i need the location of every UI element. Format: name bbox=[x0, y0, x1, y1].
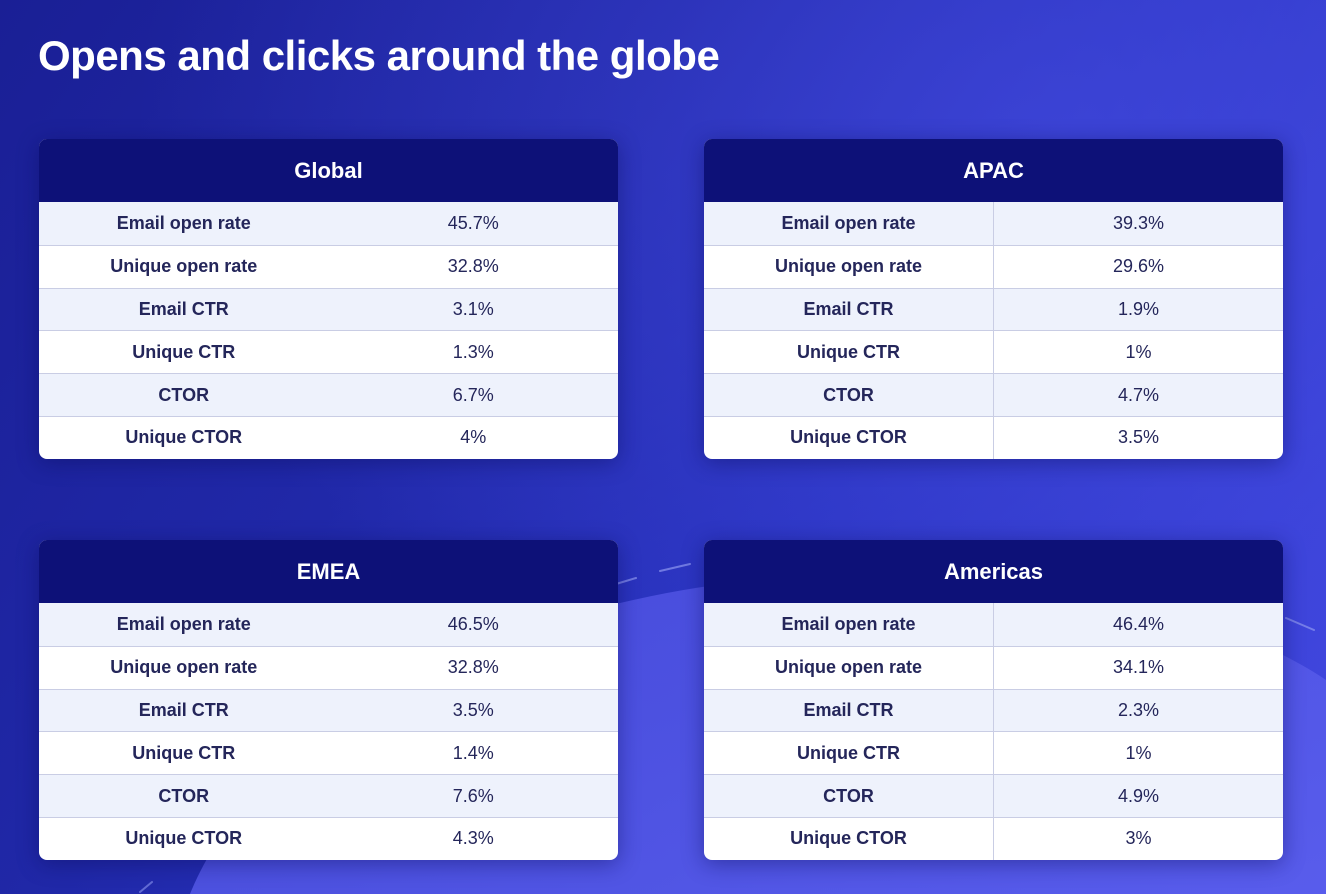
metric-value: 4% bbox=[460, 427, 487, 448]
metric-label: Unique open rate bbox=[704, 245, 994, 288]
table-row: Email open rate 45.7% bbox=[39, 202, 618, 245]
metric-value: 3% bbox=[1125, 828, 1152, 849]
metric-label: Email open rate bbox=[704, 603, 994, 646]
metric-value: 6.7% bbox=[452, 384, 494, 405]
metric-label: Unique CTOR bbox=[704, 416, 994, 459]
metric-label: Email open rate bbox=[704, 202, 994, 245]
metric-value: 32.8% bbox=[447, 657, 499, 678]
table-global: Global Email open rate 45.7% Unique open ra… bbox=[39, 139, 618, 459]
metric-value: 34.1% bbox=[1112, 657, 1165, 678]
table-row: Unique open rate 34.1% bbox=[704, 645, 1283, 689]
metric-value: 1% bbox=[1125, 341, 1152, 362]
metric-label: CTOR bbox=[704, 374, 994, 416]
metric-value: 46.5% bbox=[447, 613, 499, 634]
table-row: Unique CTR 1% bbox=[704, 731, 1283, 775]
metric-value: 39.3% bbox=[1112, 212, 1165, 233]
metric-label: CTOR bbox=[158, 785, 210, 806]
table-row: CTOR 4.7% bbox=[704, 373, 1283, 416]
metric-label: Unique open rate bbox=[110, 256, 258, 277]
table-row: Unique CTR 1.3% bbox=[39, 330, 618, 373]
table-row: Email CTR 3.1% bbox=[39, 287, 618, 331]
table-row: Unique CTOR 3% bbox=[704, 816, 1283, 860]
table-row: Unique CTR 1.4% bbox=[39, 731, 618, 774]
table-row: Unique CTOR 4.3% bbox=[39, 816, 618, 860]
metric-label: CTOR bbox=[704, 775, 994, 817]
table-row: Unique open rate 32.8% bbox=[39, 645, 618, 689]
metric-value: 1.3% bbox=[452, 341, 494, 362]
metric-label: Email CTR bbox=[138, 298, 229, 319]
table-americas: Americas Email open rate 46.4% Unique open … bbox=[704, 540, 1283, 860]
metric-value: 7.6% bbox=[452, 785, 494, 806]
table-row: CTOR 6.7% bbox=[39, 373, 618, 416]
metric-value: 3.1% bbox=[452, 298, 494, 319]
metric-value: 29.6% bbox=[1112, 256, 1165, 277]
table-title: Global bbox=[39, 139, 618, 202]
table-row: Unique CTOR 4% bbox=[39, 415, 618, 459]
metric-label: Unique CTOR bbox=[125, 828, 243, 849]
table-row: Email open rate 46.4% bbox=[704, 603, 1283, 646]
metric-label: Unique CTR bbox=[704, 732, 994, 775]
metric-label: Email CTR bbox=[138, 699, 229, 720]
metric-value: 32.8% bbox=[447, 256, 499, 277]
metric-value: 2.3% bbox=[1117, 699, 1160, 720]
metric-label: Unique CTOR bbox=[125, 427, 243, 448]
table-body: Email open rate 45.7% Unique open rate 32.8… bbox=[39, 202, 618, 459]
metric-label: Email open rate bbox=[116, 212, 251, 233]
table-title: Americas bbox=[704, 540, 1283, 603]
table-row: CTOR 4.9% bbox=[704, 774, 1283, 817]
metric-label: Email open rate bbox=[116, 613, 251, 634]
table-title: APAC bbox=[704, 139, 1283, 202]
table-row: Email CTR 3.5% bbox=[39, 688, 618, 732]
table-body: Email open rate 46.5% Unique open rate 32.8… bbox=[39, 603, 618, 860]
table-row: Email CTR 1.9% bbox=[704, 287, 1283, 331]
metric-value: 4.3% bbox=[452, 828, 494, 849]
table-body: Email open rate 46.4% Unique open rate 34.1… bbox=[704, 603, 1283, 860]
metric-label: CTOR bbox=[158, 384, 210, 405]
metric-value: 1% bbox=[1125, 742, 1152, 763]
metric-label: Unique open rate bbox=[110, 657, 258, 678]
metric-label: Email CTR bbox=[704, 689, 994, 732]
table-apac: APAC Email open rate 39.3% Unique open rate… bbox=[704, 139, 1283, 459]
metric-label: Unique CTR bbox=[132, 341, 236, 362]
metric-value: 4.9% bbox=[1117, 785, 1160, 806]
metric-label: Email CTR bbox=[704, 288, 994, 331]
table-row: Email open rate 46.5% bbox=[39, 603, 618, 646]
metric-value: 1.4% bbox=[452, 742, 494, 763]
metric-value: 46.4% bbox=[1112, 613, 1165, 634]
metric-label: Unique CTR bbox=[704, 331, 994, 374]
table-row: Email open rate 39.3% bbox=[704, 202, 1283, 245]
table-row: Email CTR 2.3% bbox=[704, 688, 1283, 732]
metric-label: Unique CTOR bbox=[704, 817, 994, 860]
metric-value: 45.7% bbox=[447, 212, 499, 233]
table-title: EMEA bbox=[39, 540, 618, 603]
table-row: Unique CTR 1% bbox=[704, 330, 1283, 374]
table-row: CTOR 7.6% bbox=[39, 774, 618, 817]
metric-value: 3.5% bbox=[452, 699, 494, 720]
table-body: Email open rate 39.3% Unique open rate 29.6… bbox=[704, 202, 1283, 459]
metric-label: Unique open rate bbox=[704, 646, 994, 689]
table-row: Unique open rate 32.8% bbox=[39, 244, 618, 288]
metric-value: 4.7% bbox=[1117, 384, 1160, 405]
metric-label: Unique CTR bbox=[132, 742, 236, 763]
metric-value: 1.9% bbox=[1117, 298, 1160, 319]
table-row: Unique open rate 29.6% bbox=[704, 244, 1283, 288]
table-row: Unique CTOR 3.5% bbox=[704, 415, 1283, 459]
page-title: Opens and clicks around the globe bbox=[38, 32, 720, 79]
table-emea: EMEA Email open rate 46.5% Unique open rate… bbox=[39, 540, 618, 860]
metric-value: 3.5% bbox=[1117, 427, 1160, 448]
